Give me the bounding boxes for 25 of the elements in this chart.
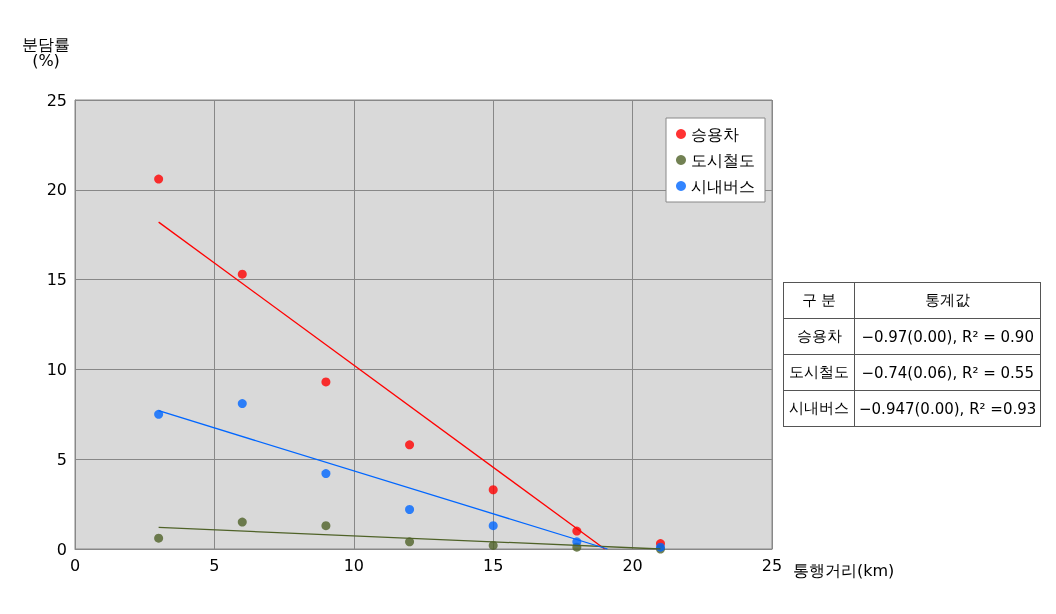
y-tick-label: 10 bbox=[46, 359, 67, 379]
x-tick-label: 0 bbox=[69, 555, 81, 575]
legend-label: 시내버스 bbox=[691, 176, 755, 196]
text: −0.74(0.06), R² = 0.55 bbox=[854, 354, 1041, 391]
y-axis-title: 분담률 (%) bbox=[22, 34, 70, 70]
y-tick-label: 5 bbox=[56, 449, 67, 469]
y-tick-label: 20 bbox=[46, 180, 67, 200]
x-axis-title: 통행거리(km) bbox=[793, 560, 895, 580]
x-tick-label: 5 bbox=[209, 555, 220, 575]
legend-label: 승용차 bbox=[691, 124, 739, 144]
x-tick-label: 15 bbox=[483, 555, 504, 575]
x-tick-label: 20 bbox=[622, 555, 643, 575]
text: −0.97(0.00), R² = 0.90 bbox=[854, 318, 1041, 355]
legend-label: 도시철도 bbox=[691, 150, 755, 170]
text: 승용차 bbox=[783, 318, 855, 355]
text: −0.947(0.00), R² =0.93 bbox=[854, 390, 1041, 427]
text: 통계값 bbox=[854, 282, 1041, 319]
y-tick-label: 0 bbox=[56, 539, 67, 559]
x-tick-label: 25 bbox=[761, 555, 783, 575]
y-tick-label: 25 bbox=[46, 90, 67, 110]
y-tick-label: 15 bbox=[46, 270, 67, 290]
text: 도시철도 bbox=[783, 354, 855, 391]
text: 구 분 bbox=[783, 282, 855, 319]
text: 시내버스 bbox=[783, 390, 855, 427]
x-tick-label: 10 bbox=[343, 555, 364, 575]
